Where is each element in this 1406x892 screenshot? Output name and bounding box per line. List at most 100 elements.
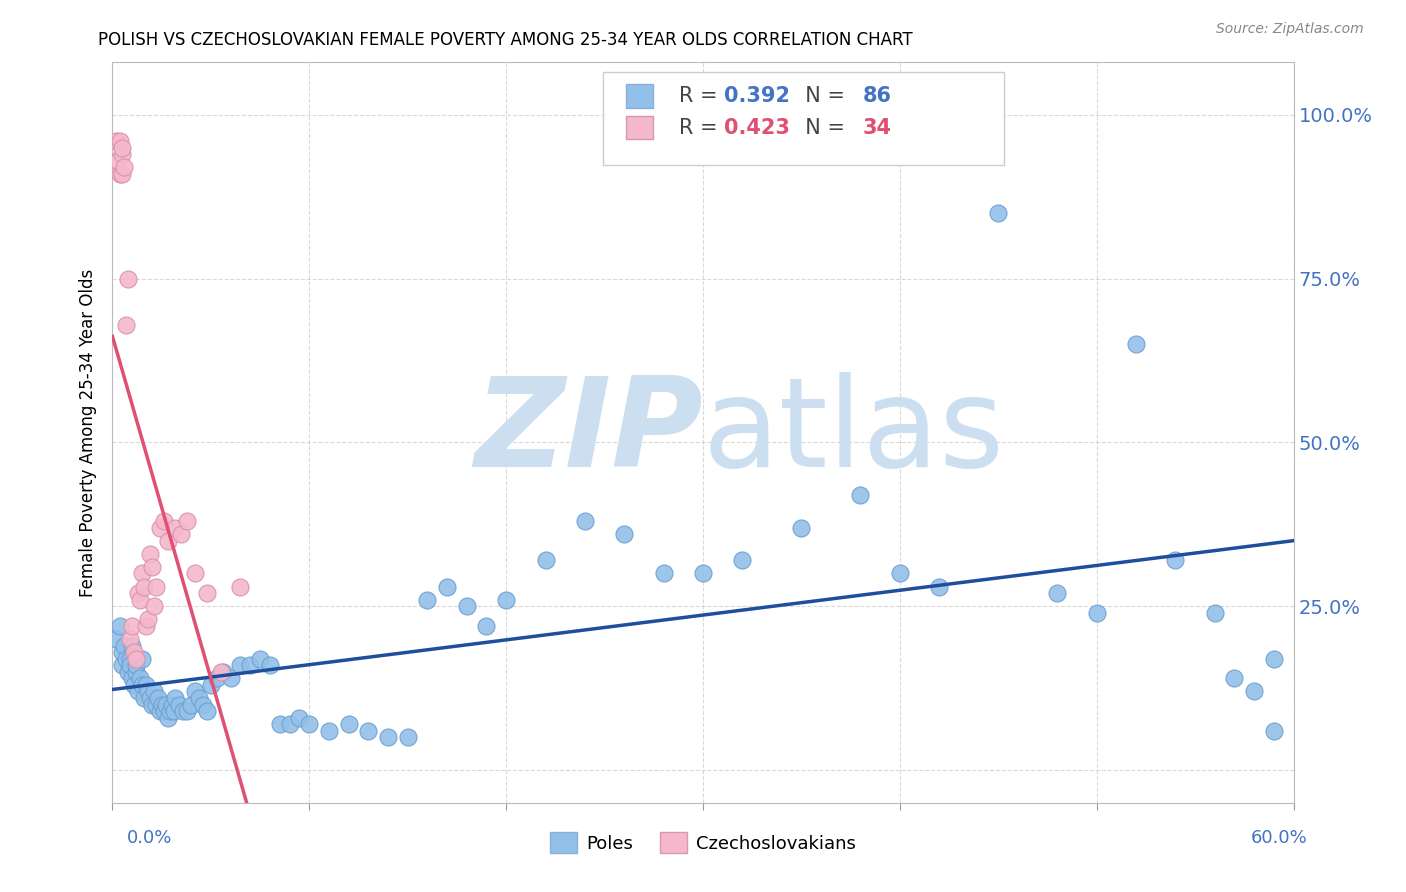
Point: [987, 206, 1010, 220]
Point: [149, 521, 172, 535]
Point: [142, 684, 165, 698]
Point: [135, 619, 157, 633]
Point: [136, 612, 159, 626]
Point: [135, 678, 157, 692]
Point: [155, 698, 177, 712]
Point: [1164, 553, 1187, 567]
Point: [269, 717, 291, 731]
Text: N =: N =: [792, 86, 851, 106]
Point: [162, 704, 184, 718]
Point: [131, 566, 153, 581]
Point: [165, 690, 187, 705]
Point: [107, 153, 129, 168]
FancyBboxPatch shape: [603, 72, 1004, 165]
Point: [170, 527, 193, 541]
Point: [115, 651, 138, 665]
Point: [205, 671, 228, 685]
Point: [111, 645, 134, 659]
Point: [229, 658, 252, 673]
Point: [125, 651, 148, 665]
Text: ZIP: ZIP: [474, 372, 703, 493]
Point: [211, 665, 233, 679]
Point: [790, 521, 813, 535]
Point: [184, 566, 207, 581]
Point: [110, 134, 132, 148]
Point: [159, 704, 181, 718]
Point: [692, 566, 714, 581]
Y-axis label: Female Poverty Among 25-34 Year Olds: Female Poverty Among 25-34 Year Olds: [79, 268, 97, 597]
Point: [160, 698, 183, 712]
Point: [176, 704, 198, 718]
Bar: [626, 84, 652, 108]
Point: [475, 619, 498, 633]
Point: [436, 580, 458, 594]
Point: [129, 592, 152, 607]
Point: [574, 514, 596, 528]
Point: [150, 698, 173, 712]
Point: [129, 671, 152, 685]
Point: [534, 553, 557, 567]
Text: 0.423: 0.423: [724, 118, 790, 137]
Point: [1223, 671, 1246, 685]
Point: [117, 665, 139, 679]
Point: [141, 560, 163, 574]
Point: [132, 580, 155, 594]
Point: [1263, 651, 1285, 665]
Point: [239, 658, 262, 673]
Point: [111, 147, 134, 161]
Point: [495, 592, 517, 607]
Point: [195, 586, 218, 600]
Text: 0.392: 0.392: [724, 86, 790, 106]
Text: atlas: atlas: [703, 372, 1005, 493]
Point: [928, 580, 950, 594]
Point: [120, 632, 142, 646]
Point: [142, 599, 165, 614]
Point: [357, 723, 380, 738]
Point: [149, 704, 172, 718]
Text: R =: R =: [679, 118, 724, 137]
Point: [122, 678, 145, 692]
Point: [139, 690, 162, 705]
Point: [456, 599, 478, 614]
Point: [115, 318, 138, 332]
Point: [156, 711, 179, 725]
Point: [127, 684, 149, 698]
Point: [249, 651, 271, 665]
Point: [337, 717, 360, 731]
Point: [1263, 723, 1285, 738]
Point: [889, 566, 911, 581]
Point: [288, 711, 311, 725]
Point: [613, 527, 636, 541]
Point: [200, 678, 222, 692]
Point: [188, 690, 211, 705]
Point: [110, 619, 132, 633]
Point: [229, 580, 252, 594]
Point: [120, 658, 142, 673]
Point: [176, 514, 198, 528]
Point: [377, 731, 399, 745]
Point: [111, 658, 134, 673]
Point: [180, 698, 202, 712]
Point: [111, 167, 134, 181]
Point: [318, 723, 340, 738]
Point: [219, 671, 242, 685]
Point: [1085, 606, 1108, 620]
Point: [110, 167, 132, 181]
Text: R =: R =: [679, 86, 724, 106]
Point: [191, 698, 214, 712]
Point: [731, 553, 754, 567]
Point: [125, 658, 148, 673]
Text: POLISH VS CZECHOSLOVAKIAN FEMALE POVERTY AMONG 25-34 YEAR OLDS CORRELATION CHART: POLISH VS CZECHOSLOVAKIAN FEMALE POVERTY…: [98, 31, 912, 49]
Point: [112, 161, 135, 175]
Point: [152, 514, 174, 528]
Point: [396, 731, 419, 745]
Point: [652, 566, 675, 581]
Point: [209, 665, 232, 679]
Point: [165, 521, 187, 535]
Point: [139, 547, 162, 561]
Point: [121, 619, 143, 633]
Point: [111, 140, 134, 154]
Point: [136, 684, 159, 698]
Text: 34: 34: [862, 118, 891, 137]
Point: [141, 698, 163, 712]
